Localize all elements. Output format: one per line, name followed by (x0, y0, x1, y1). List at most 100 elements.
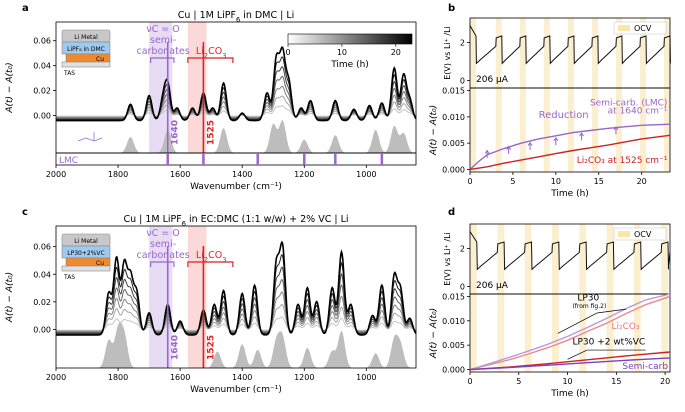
label-lp30: LP30 (577, 293, 599, 303)
pointer-lp30vc-1 (567, 349, 588, 360)
label-li2co3-part: 3 (222, 52, 226, 60)
inset-li-metal-label: Li Metal (74, 238, 98, 245)
panel-label-a: a (22, 3, 29, 14)
inset-tas-layer (61, 265, 111, 272)
label-vco: νC = O (146, 24, 179, 35)
band-semicarbonates (149, 22, 173, 153)
ocv-band (524, 224, 532, 372)
label-li2co3-part: 2 (204, 52, 208, 60)
plot-frame (55, 225, 417, 369)
label-li2co3-part: CO (208, 250, 222, 261)
colorbar-tick-label: 0 (285, 48, 290, 57)
reference-spectrum (56, 322, 416, 368)
panel-label-b: b (448, 3, 455, 14)
label-semi: semi- (150, 239, 176, 250)
inset-cu-label: Cu (96, 56, 104, 63)
reference-spectrum (56, 120, 416, 153)
ocv-band (615, 18, 622, 172)
lower-y-axis-label: A(t) − A(t₀) (429, 308, 439, 359)
x-tick-label: 1800 (108, 373, 128, 382)
inset-cu-label: Cu (96, 260, 104, 267)
panel-title: Cu | 1M LiPF6 in DMC | Li (178, 10, 295, 24)
panel-title-part: in EC:DMC (1:1 w/w) + 2% VC | Li (186, 214, 349, 225)
label-semicarb-d: Semi-carb (622, 362, 668, 372)
x-tick-label: 0 (467, 177, 472, 186)
label-li2co3-part: 3 (222, 256, 226, 264)
x-tick-label: 2000 (46, 373, 66, 382)
upper-y-tick-label: 0 (460, 282, 465, 291)
molecule-sketch (77, 132, 103, 142)
ocv-legend-label: OCV (634, 24, 652, 33)
ocv-band (633, 224, 641, 372)
panel-title-part: Cu | 1M LiPF (123, 214, 181, 225)
label-li2co3: Li2CO3 (196, 46, 227, 60)
ocv-band (567, 18, 574, 172)
y-tick-label: 0.06 (33, 243, 51, 252)
reduction-arrow (613, 125, 619, 135)
panel-title-part: 6 (236, 16, 240, 24)
pointer-lp30-2 (596, 308, 627, 314)
ocv-band (663, 18, 670, 172)
voltage-trace (469, 25, 671, 65)
lower-y-tick-label: 0.015 (442, 87, 465, 96)
lower-frame (469, 293, 671, 373)
x-tick-label: 0 (467, 377, 472, 386)
panel-title-part: 6 (182, 220, 186, 228)
colorbar-tick-label: 20 (391, 48, 401, 57)
series-line-0 (469, 295, 671, 371)
colorbar (287, 33, 413, 45)
upper-y-tick-label: 2 (460, 39, 465, 48)
y-tick-label: 0.06 (33, 37, 51, 46)
lower-y-tick-label: 0.000 (442, 366, 465, 375)
pointer-lp30-1 (557, 312, 597, 334)
x-tick-label: 1400 (232, 373, 252, 382)
spectrum-t2 (56, 95, 417, 118)
series-line-1 (469, 134, 671, 171)
peak-label-1640: 1640 (171, 120, 181, 145)
x-axis-label: Wavenumber (cm⁻¹) (190, 385, 282, 395)
ocv-band (591, 18, 598, 172)
band-li2co3 (187, 22, 207, 153)
spectrum-t1 (56, 105, 417, 117)
lower-y-tick-label: 0.015 (442, 292, 465, 301)
label-from-fig2: (from fig.2) (572, 303, 606, 310)
x-tick-label: 20 (660, 377, 670, 386)
inset-electrolyte-label: LiPF₆ in DMC (67, 46, 105, 53)
inset-li-metal-label: Li Metal (74, 34, 98, 41)
label-li2co3-part: Li (196, 250, 204, 261)
y-tick-label: 0.04 (33, 270, 51, 279)
current-label: 206 μA (476, 281, 509, 291)
bracket-semicarbonates (150, 261, 175, 267)
x-tick-label: 1600 (170, 170, 190, 179)
y-axis-label: A(t) − A(t₀) (5, 272, 15, 323)
label-li2co3-b: Li₂CO₃ at 1525 cm⁻¹ (577, 156, 668, 166)
label-semi: semi- (150, 35, 176, 46)
x-tick-label: 15 (594, 177, 604, 186)
lower-y-axis-label: A(t) − A(t₀) (429, 105, 439, 156)
y-tick-label: 0.04 (33, 62, 51, 71)
x-axis-label: Wavenumber (cm⁻¹) (190, 182, 282, 192)
panel-b: 0 2 E(V) vs Li⁺ /Li 206 μA OCV 0.000 0.005 0.01… (429, 17, 671, 199)
lmc-label: LMC (59, 156, 78, 166)
reduction-arrow (527, 141, 533, 150)
reduction-arrow (484, 149, 490, 158)
panel-label-c: c (22, 207, 28, 218)
bracket-semicarbonates (150, 57, 175, 63)
bracket-li2co3 (187, 57, 234, 63)
inset-tas-label: TAS (63, 70, 75, 77)
current-label: 206 μA (476, 75, 509, 85)
spectrum-t5 (56, 266, 417, 334)
x-tick-label: 15 (611, 377, 621, 386)
label-li2co3-part: Li (196, 46, 204, 57)
upper-y-tick-label: 2 (460, 245, 465, 254)
x-tick-label: 1000 (356, 170, 376, 179)
ocv-band (519, 18, 526, 172)
label-semi-carb-wn: at 1640 cm⁻¹ (608, 107, 668, 117)
panel-d: 0 2 E(V) vs Li⁺ /Li 206 μA OCV 0.000 0.005 0.01… (429, 223, 671, 399)
voltage-trace (469, 231, 671, 271)
series-line-1 (469, 293, 671, 371)
ocv-band (470, 18, 477, 172)
x-tick-label: 1800 (108, 170, 128, 179)
